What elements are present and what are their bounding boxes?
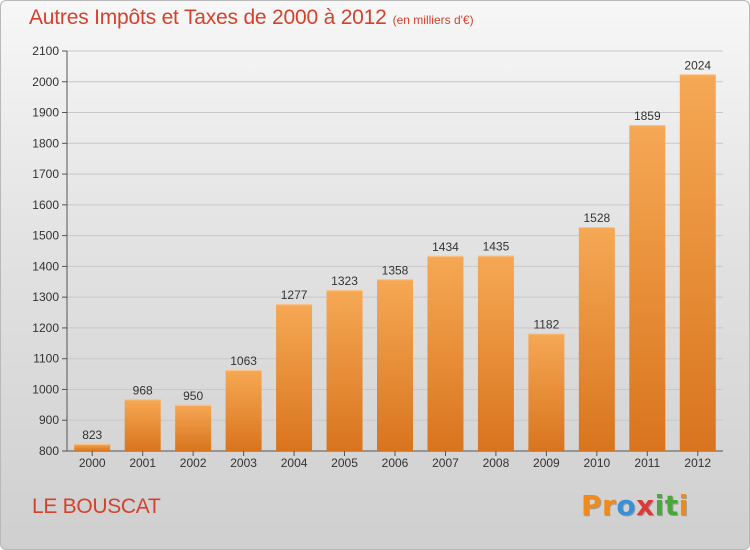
bar	[629, 125, 666, 452]
bar	[377, 279, 413, 451]
y-tick-label: 1600	[32, 198, 59, 212]
chart-title-text: Autres Impôts et Taxes de 2000 à 2012	[29, 6, 387, 29]
data-label: 1528	[583, 211, 610, 225]
y-tick-label: 800	[39, 444, 59, 458]
x-tick-label: 2012	[684, 456, 711, 470]
data-label: 950	[183, 389, 203, 403]
bar	[477, 255, 514, 451]
y-tick-label: 1300	[32, 290, 59, 304]
bar	[175, 404, 212, 451]
logo-letter: P	[581, 489, 603, 522]
y-tick-label: 900	[39, 413, 59, 427]
logo-letter: x	[636, 489, 655, 522]
y-tick-label: 1000	[32, 382, 59, 396]
bar	[427, 255, 464, 451]
y-tick-label: 1900	[32, 106, 59, 120]
logo-letter: i	[654, 489, 665, 522]
data-label: 1435	[483, 240, 510, 254]
y-tick-label: 2000	[32, 75, 59, 89]
bar	[679, 74, 716, 451]
y-tick-label: 1100	[33, 352, 59, 366]
data-label: 2024	[684, 58, 711, 72]
bar	[276, 304, 313, 451]
y-tick-label: 2100	[32, 44, 59, 58]
y-tick-label: 1700	[32, 167, 59, 181]
commune-name: LE BOUSCAT	[32, 495, 161, 518]
x-tick-label: 2000	[79, 456, 106, 470]
x-tick-label: 2008	[483, 456, 510, 470]
data-label: 1434	[432, 240, 459, 254]
data-label: 1859	[634, 109, 661, 123]
logo-letter: o	[616, 489, 637, 522]
bar	[528, 333, 565, 451]
data-label: 1358	[382, 263, 409, 277]
data-label: 1182	[533, 317, 559, 331]
x-tick-label: 2011	[634, 456, 660, 470]
data-label: 1063	[230, 354, 257, 368]
bar	[326, 290, 363, 451]
x-tick-label: 2010	[583, 456, 610, 470]
y-tick-label: 1800	[32, 136, 59, 150]
logo-letter: t	[664, 489, 679, 522]
data-label: 1323	[331, 274, 358, 288]
y-tick-label: 1500	[32, 229, 59, 243]
bar	[578, 227, 615, 451]
x-tick-label: 2009	[533, 456, 560, 470]
x-tick-label: 2004	[281, 456, 308, 470]
x-tick-label: 2006	[382, 456, 409, 470]
data-label: 1277	[281, 288, 308, 302]
bar	[124, 399, 161, 451]
bar	[74, 443, 111, 451]
data-label: 823	[82, 428, 102, 442]
bar	[225, 370, 262, 451]
proxiti-logo: Proxiti	[581, 489, 689, 522]
x-tick-label: 2001	[129, 456, 156, 470]
chart-subtitle: (en milliers d'€)	[392, 13, 474, 27]
x-tick-label: 2007	[432, 456, 459, 470]
chart-title: Autres Impôts et Taxes de 2000 à 2012 (en…	[29, 6, 474, 30]
data-label: 968	[133, 383, 153, 397]
x-tick-label: 2005	[331, 456, 358, 470]
x-tick-label: 2003	[230, 456, 257, 470]
logo-letter: r	[602, 489, 617, 522]
y-tick-label: 1200	[32, 321, 59, 335]
x-tick-label: 2002	[180, 456, 207, 470]
logo-letter: i	[678, 489, 689, 522]
y-tick-label: 1400	[32, 259, 59, 273]
